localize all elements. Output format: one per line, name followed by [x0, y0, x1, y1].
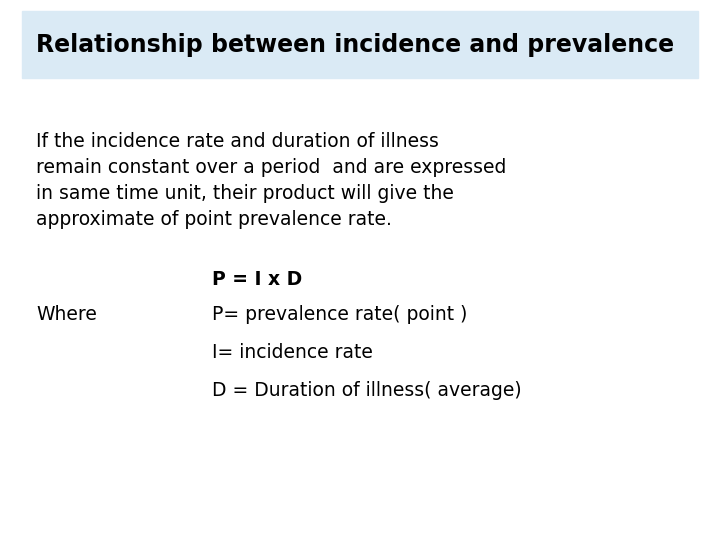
- Text: If the incidence rate and duration of illness
remain constant over a period  and: If the incidence rate and duration of il…: [36, 132, 506, 228]
- Text: Where: Where: [36, 305, 97, 324]
- Text: Relationship between incidence and prevalence: Relationship between incidence and preva…: [36, 33, 674, 57]
- Text: D = Duration of illness( average): D = Duration of illness( average): [212, 381, 522, 400]
- Text: P = I x D: P = I x D: [212, 270, 302, 289]
- FancyBboxPatch shape: [22, 11, 698, 78]
- Text: I= incidence rate: I= incidence rate: [212, 343, 373, 362]
- Text: P= prevalence rate( point ): P= prevalence rate( point ): [212, 305, 468, 324]
